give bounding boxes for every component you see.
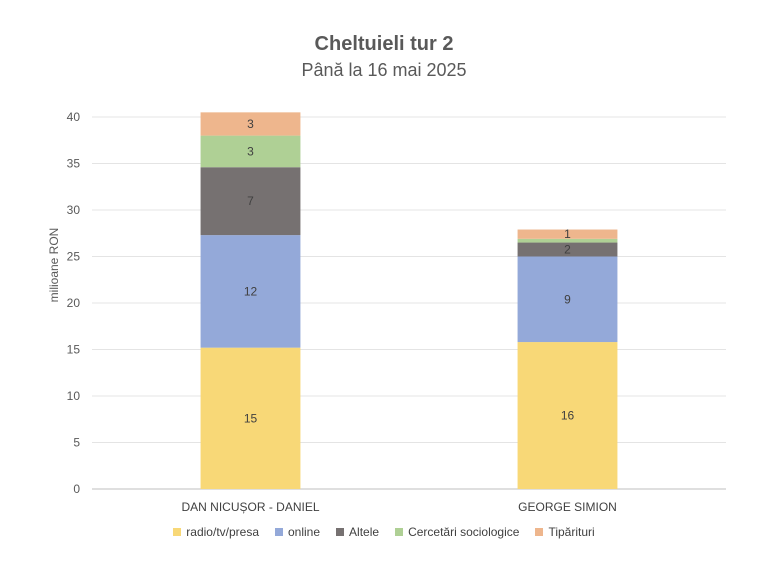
- chart-title: Cheltuieli tur 2: [314, 33, 454, 55]
- legend-swatch: [395, 528, 404, 536]
- data-label: 7: [247, 194, 254, 208]
- y-tick-label: 40: [67, 110, 81, 124]
- legend-item: Cercetări sociologice: [395, 525, 519, 539]
- bar-segment: [200, 167, 301, 236]
- y-tick-label: 20: [67, 296, 81, 310]
- category-label: DAN NICUȘOR - DANIEL: [181, 500, 319, 514]
- data-label: 15: [244, 411, 258, 425]
- category-label: GEORGE SIMION: [518, 500, 617, 514]
- data-label: 3: [247, 117, 254, 131]
- bar-segment: [200, 135, 301, 168]
- bar-segment: [517, 342, 618, 489]
- legend-label: radio/tv/presa: [186, 525, 259, 539]
- legend-label: Tipărituri: [548, 525, 595, 539]
- data-label: 12: [244, 284, 258, 298]
- data-label: 3: [247, 144, 254, 158]
- y-tick-label: 0: [73, 482, 80, 496]
- legend-item: online: [275, 525, 320, 539]
- legend-swatch: [275, 528, 283, 536]
- data-label: 2: [564, 243, 571, 257]
- legend-label: Cercetări sociologice: [408, 525, 520, 539]
- y-axis-label: milioane RON: [47, 228, 61, 303]
- bar-segment: [517, 256, 618, 343]
- legend-item: radio/tv/presa: [173, 525, 259, 539]
- data-label: 16: [561, 409, 575, 423]
- y-tick-label: 15: [67, 343, 81, 357]
- legend-swatch: [336, 528, 345, 536]
- chart-subtitle: Până la 16 mai 2025: [301, 60, 467, 80]
- legend-label: online: [288, 525, 321, 539]
- bar-segment: [200, 235, 301, 348]
- legend-swatch: [535, 528, 544, 536]
- y-tick-label: 35: [67, 157, 81, 171]
- bar-segment: [200, 112, 301, 136]
- bar-segment: [517, 238, 618, 243]
- bar-segment: [517, 229, 618, 239]
- legend-item: Tipărituri: [535, 525, 595, 539]
- y-tick-label: 10: [67, 389, 81, 403]
- bar-segment: [200, 347, 301, 489]
- chart-legend: radio/tv/presa online Altele Cercetări soci…: [0, 525, 768, 539]
- legend-label: Altele: [349, 525, 380, 539]
- data-label: 9: [564, 292, 571, 306]
- y-tick-label: 25: [67, 250, 81, 264]
- bar-segment: [517, 242, 618, 257]
- data-label: 1: [564, 227, 571, 241]
- legend-swatch: [173, 528, 182, 536]
- legend-item: Altele: [336, 525, 379, 539]
- y-tick-label: 30: [67, 203, 81, 217]
- y-tick-label: 5: [73, 436, 80, 450]
